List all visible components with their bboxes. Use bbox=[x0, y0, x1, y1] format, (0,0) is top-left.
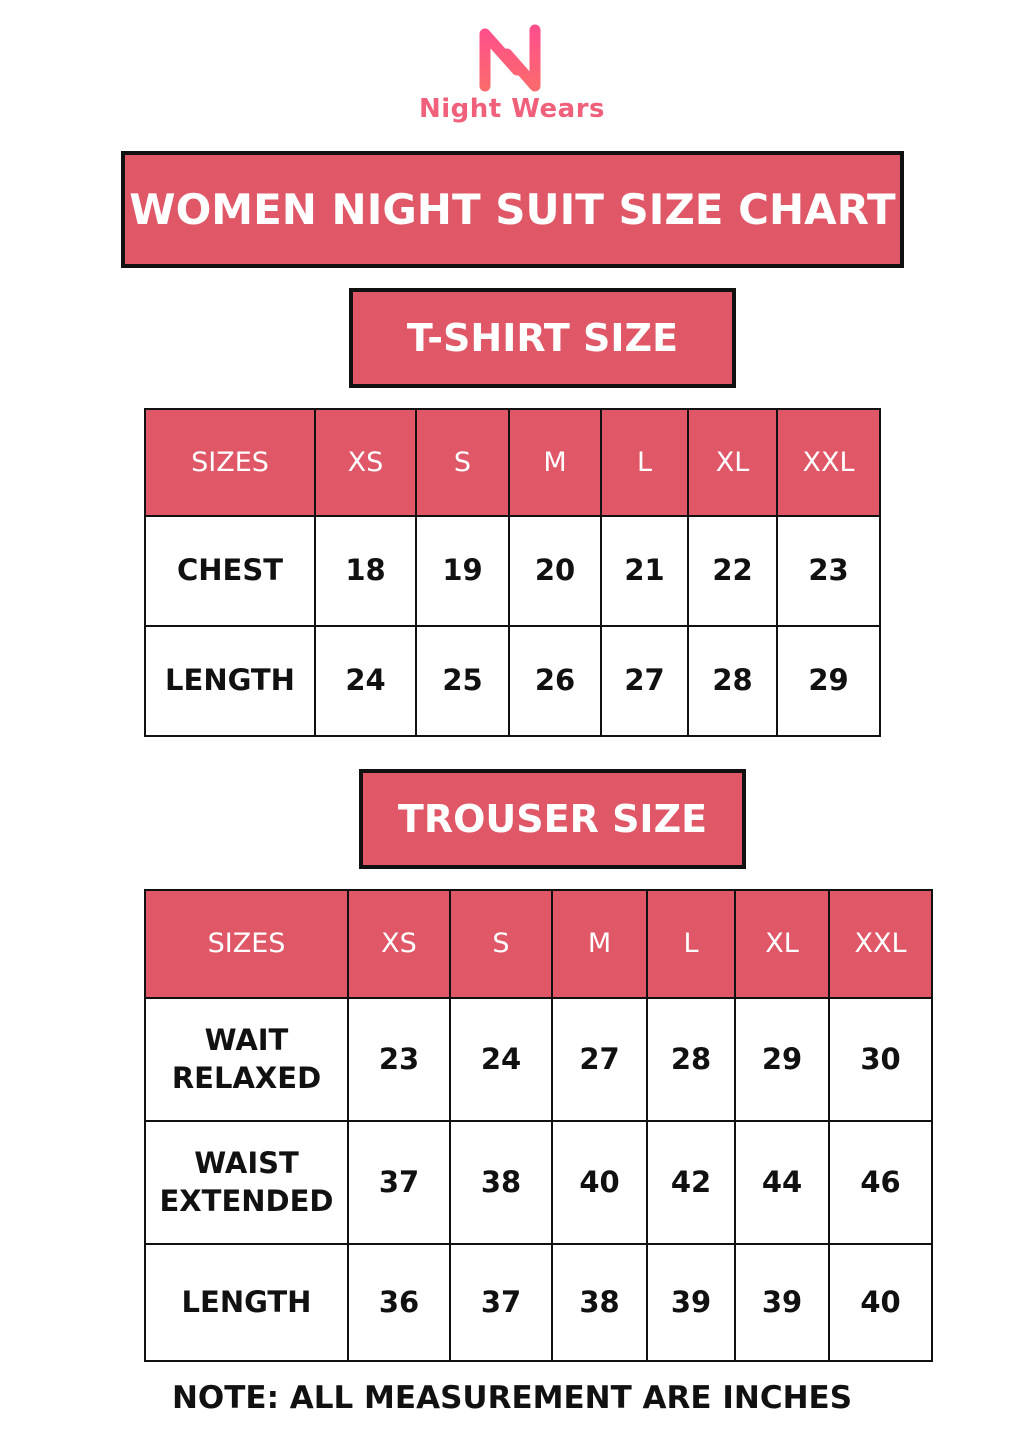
table-cell: 30 bbox=[828, 997, 933, 1122]
row-label: WAIT RELAXED bbox=[144, 997, 349, 1122]
header-cell: L bbox=[646, 889, 736, 999]
table-cell: 46 bbox=[828, 1120, 933, 1245]
table-cell: 38 bbox=[449, 1120, 553, 1245]
table-header-row: SIZES XS S M L XL XXL bbox=[144, 408, 881, 517]
table-cell: 27 bbox=[551, 997, 648, 1122]
table-row: WAIT RELAXED 23 24 27 28 29 30 bbox=[144, 997, 933, 1122]
row-label: LENGTH bbox=[144, 625, 316, 737]
row-label-line: EXTENDED bbox=[159, 1183, 334, 1218]
table-cell: 40 bbox=[828, 1243, 933, 1362]
table-cell: 23 bbox=[776, 515, 881, 627]
header-cell: L bbox=[600, 408, 689, 517]
row-label-line: WAIT bbox=[204, 1022, 289, 1057]
table-cell: 29 bbox=[776, 625, 881, 737]
brand-name: Night Wears bbox=[418, 94, 605, 124]
header-cell: XXL bbox=[828, 889, 933, 999]
header-cell: SIZES bbox=[144, 408, 316, 517]
table-cell: 21 bbox=[600, 515, 689, 627]
row-label-line: WAIST bbox=[194, 1145, 299, 1180]
row-label: LENGTH bbox=[144, 1243, 349, 1362]
tshirt-size-table: SIZES XS S M L XL XXL CHEST 18 19 20 21 … bbox=[144, 408, 881, 737]
trouser-heading: TROUSER SIZE bbox=[359, 769, 746, 869]
night-wears-logo-icon bbox=[479, 24, 541, 92]
header-cell: SIZES bbox=[144, 889, 349, 999]
table-row: CHEST 18 19 20 21 22 23 bbox=[144, 515, 881, 627]
page-title: WOMEN NIGHT SUIT SIZE CHART bbox=[121, 151, 904, 268]
header-cell: XL bbox=[687, 408, 778, 517]
trouser-size-table: SIZES XS S M L XL XXL WAIT RELAXED 23 24 … bbox=[144, 889, 933, 1362]
tshirt-heading: T-SHIRT SIZE bbox=[349, 288, 736, 388]
table-cell: 36 bbox=[347, 1243, 451, 1362]
header-cell: M bbox=[508, 408, 602, 517]
table-cell: 37 bbox=[449, 1243, 553, 1362]
header-cell: S bbox=[415, 408, 510, 517]
table-cell: 28 bbox=[646, 997, 736, 1122]
table-cell: 28 bbox=[687, 625, 778, 737]
table-row: WAIST EXTENDED 37 38 40 42 44 46 bbox=[144, 1120, 933, 1245]
header-cell: XS bbox=[314, 408, 417, 517]
header-cell: M bbox=[551, 889, 648, 999]
table-cell: 40 bbox=[551, 1120, 648, 1245]
row-label-line: RELAXED bbox=[171, 1060, 322, 1095]
table-cell: 18 bbox=[314, 515, 417, 627]
table-cell: 19 bbox=[415, 515, 510, 627]
table-cell: 39 bbox=[646, 1243, 736, 1362]
table-cell: 39 bbox=[734, 1243, 830, 1362]
header-cell: S bbox=[449, 889, 553, 999]
table-cell: 26 bbox=[508, 625, 602, 737]
table-row: LENGTH 36 37 38 39 39 40 bbox=[144, 1243, 933, 1362]
table-header-row: SIZES XS S M L XL XXL bbox=[144, 889, 933, 999]
row-label: WAIST EXTENDED bbox=[144, 1120, 349, 1245]
table-cell: 29 bbox=[734, 997, 830, 1122]
table-cell: 27 bbox=[600, 625, 689, 737]
header-cell: XXL bbox=[776, 408, 881, 517]
measurement-note: NOTE: ALL MEASUREMENT ARE INCHES bbox=[171, 1380, 853, 1416]
table-cell: 44 bbox=[734, 1120, 830, 1245]
table-cell: 42 bbox=[646, 1120, 736, 1245]
table-cell: 23 bbox=[347, 997, 451, 1122]
table-row: LENGTH 24 25 26 27 28 29 bbox=[144, 625, 881, 737]
row-label: CHEST bbox=[144, 515, 316, 627]
header-cell: XS bbox=[347, 889, 451, 999]
table-cell: 24 bbox=[314, 625, 417, 737]
table-cell: 22 bbox=[687, 515, 778, 627]
table-cell: 37 bbox=[347, 1120, 451, 1245]
table-cell: 20 bbox=[508, 515, 602, 627]
table-cell: 25 bbox=[415, 625, 510, 737]
brand-logo: Night Wears bbox=[412, 24, 612, 134]
header-cell: XL bbox=[734, 889, 830, 999]
table-cell: 24 bbox=[449, 997, 553, 1122]
table-cell: 38 bbox=[551, 1243, 648, 1362]
